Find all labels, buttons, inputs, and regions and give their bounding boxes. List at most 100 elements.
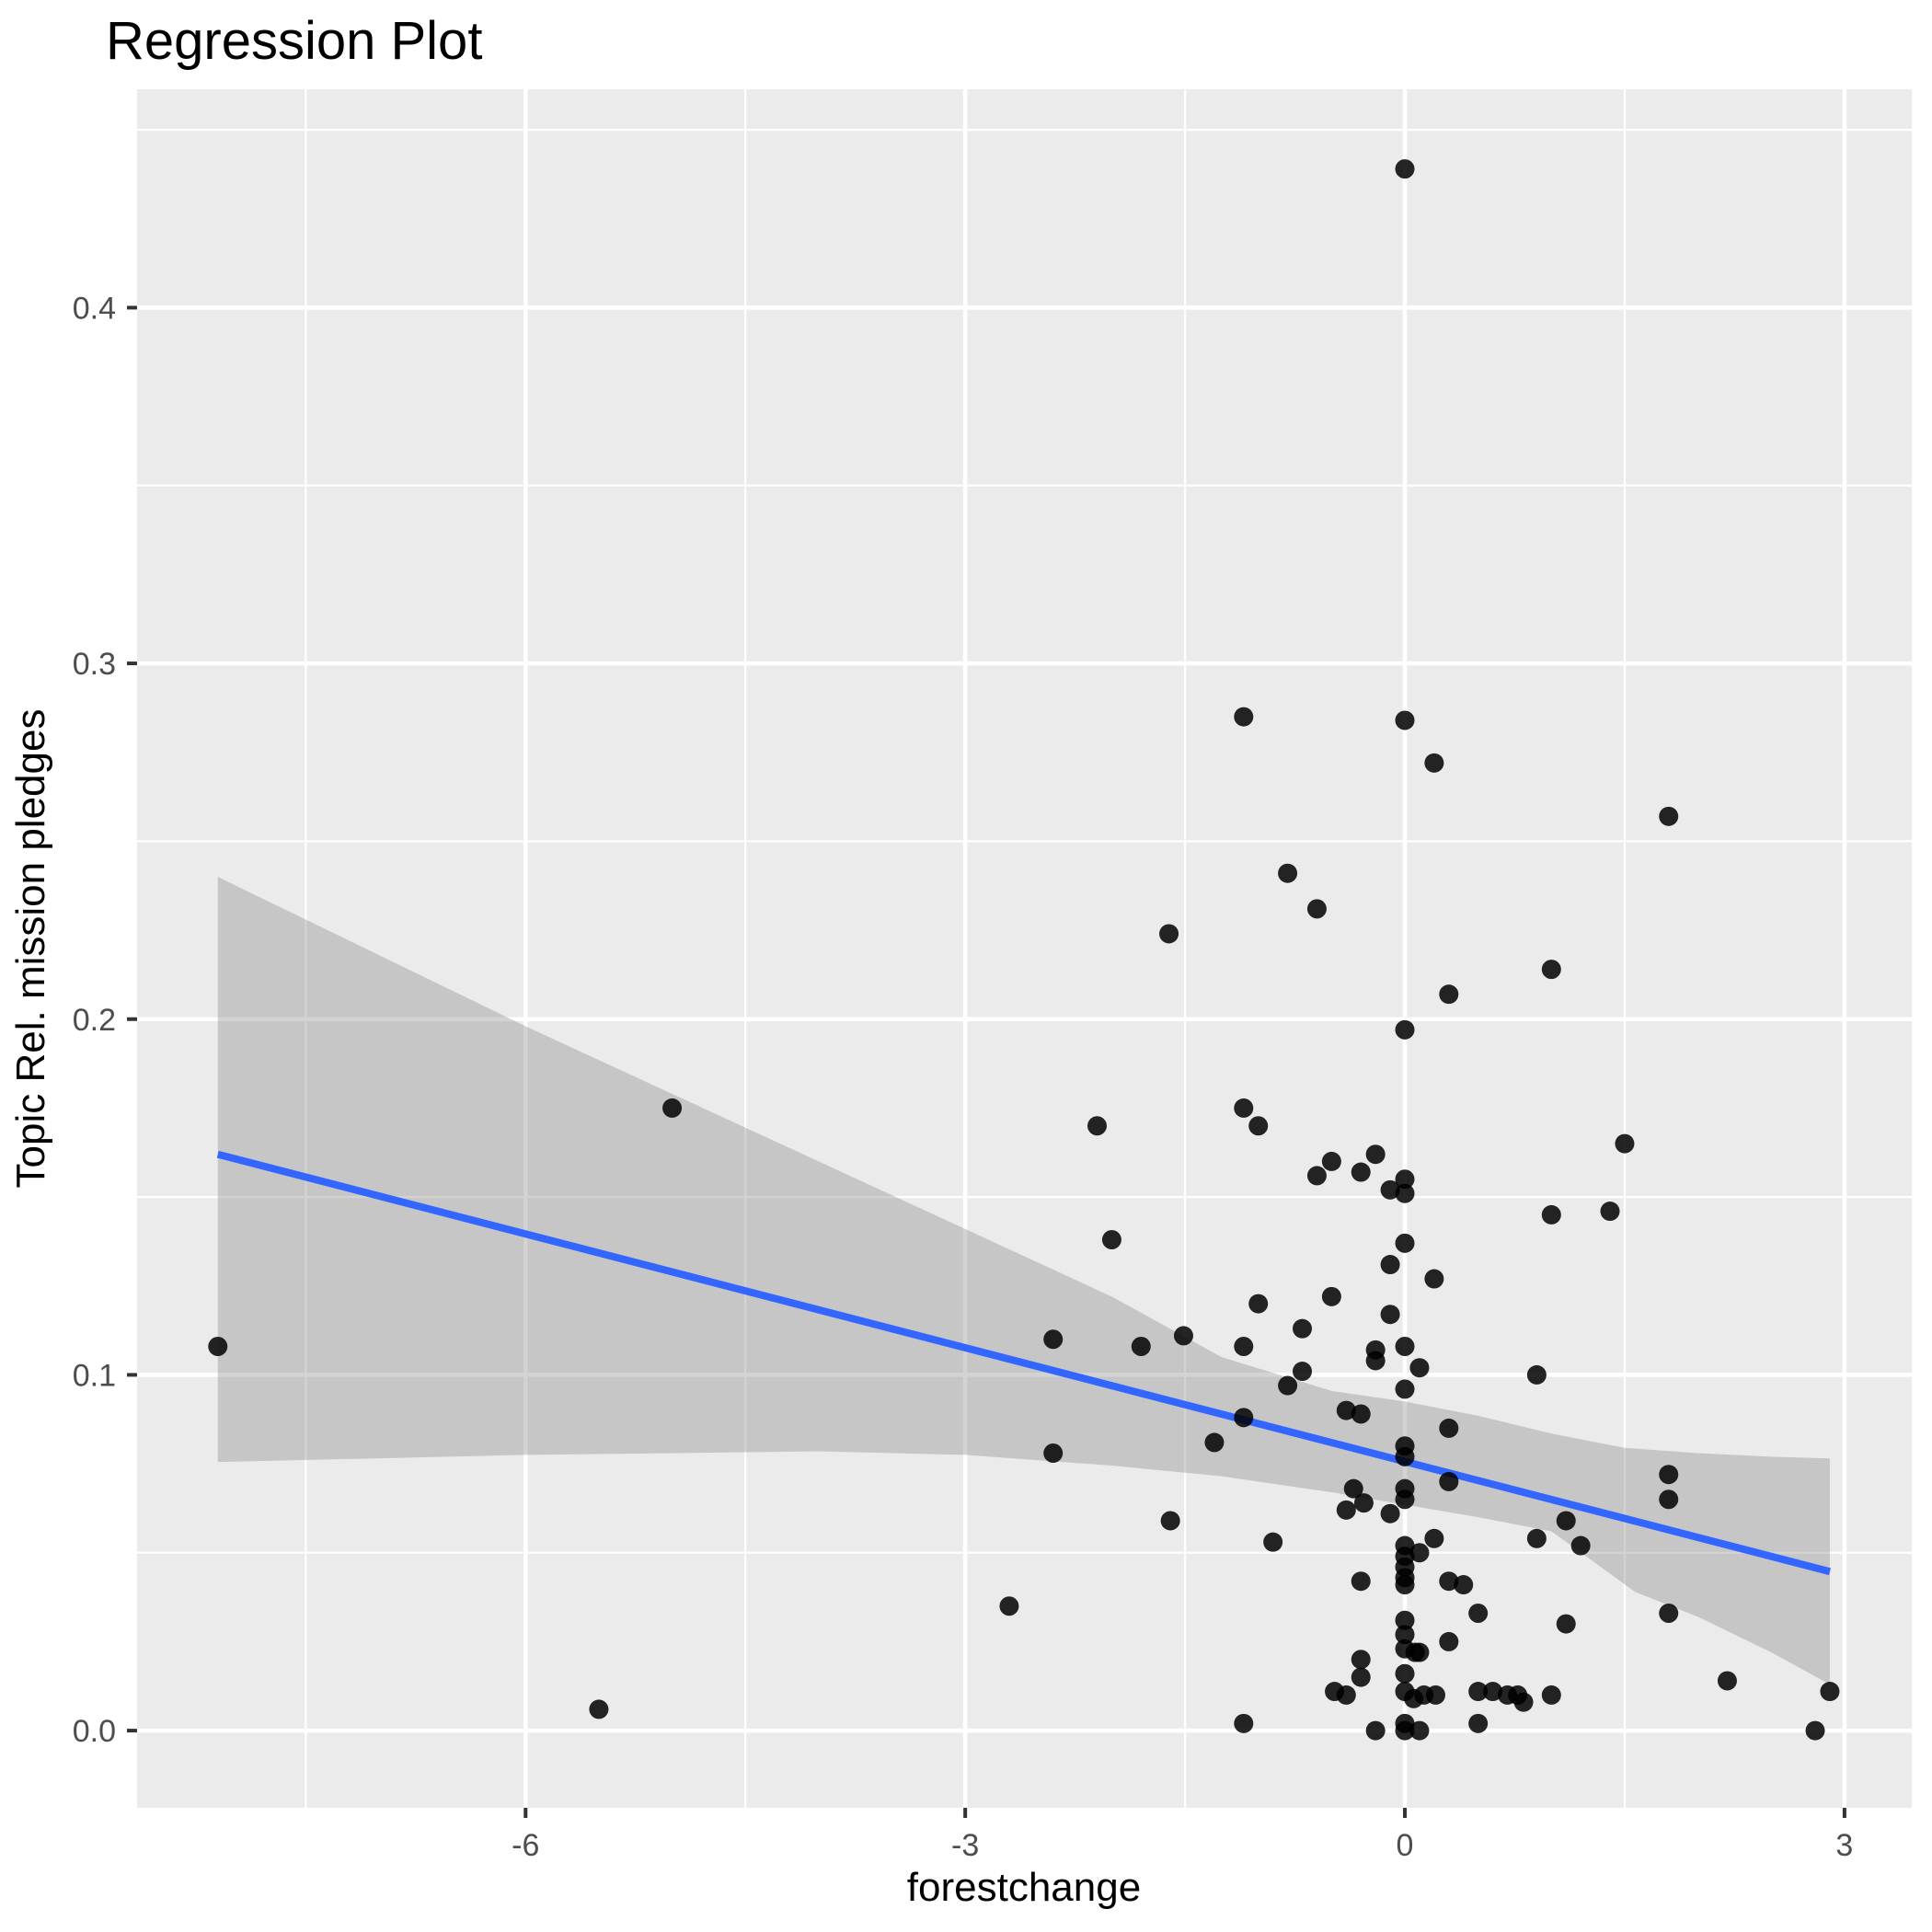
data-point xyxy=(1395,710,1415,730)
y-tick-label: 0.0 xyxy=(73,1714,116,1749)
data-point xyxy=(1395,1720,1415,1741)
data-point xyxy=(1365,1720,1386,1741)
y-axis-ticks xyxy=(127,305,137,1733)
data-point xyxy=(1351,1162,1371,1182)
data-point xyxy=(1439,1571,1459,1592)
data-point xyxy=(1395,1019,1415,1040)
x-tick-label: -6 xyxy=(512,1828,539,1863)
data-point xyxy=(1043,1443,1064,1463)
data-point xyxy=(1343,1478,1363,1499)
data-point xyxy=(1439,1418,1459,1438)
y-tick-label: 0.1 xyxy=(73,1358,116,1393)
data-point xyxy=(1600,1202,1620,1222)
data-point xyxy=(1278,863,1298,883)
data-point xyxy=(208,1336,228,1356)
data-point xyxy=(1131,1336,1151,1356)
confidence-band xyxy=(217,877,1830,1685)
data-point xyxy=(1395,1446,1415,1466)
data-point xyxy=(1483,1682,1503,1702)
data-point xyxy=(1293,1318,1313,1339)
data-point xyxy=(1556,1614,1576,1634)
data-point xyxy=(1087,1116,1108,1136)
data-point xyxy=(1468,1713,1489,1733)
data-point xyxy=(1353,1493,1374,1513)
gridlines-major xyxy=(137,89,1912,1808)
gridlines-minor xyxy=(137,89,1912,1808)
data-point xyxy=(1395,1663,1415,1684)
data-point xyxy=(1439,1631,1459,1651)
data-point xyxy=(1248,1294,1269,1314)
data-point xyxy=(1425,1685,1445,1705)
data-point xyxy=(1263,1532,1283,1552)
data-point xyxy=(1541,1204,1561,1225)
data-point xyxy=(589,1699,609,1719)
confidence-band-area xyxy=(217,877,1830,1685)
data-point xyxy=(1380,1179,1400,1200)
data-point xyxy=(1173,1326,1193,1346)
data-point xyxy=(1439,984,1459,1005)
data-point xyxy=(1321,1151,1341,1171)
data-point xyxy=(1395,1489,1415,1510)
data-point xyxy=(1659,806,1679,826)
x-axis-ticks xyxy=(523,1808,1846,1818)
data-point xyxy=(1160,1511,1180,1531)
data-point xyxy=(1454,1575,1474,1595)
data-point xyxy=(1306,1166,1327,1186)
data-point xyxy=(1395,1575,1415,1595)
data-point xyxy=(1395,1183,1415,1203)
data-point xyxy=(1234,707,1254,727)
y-tick-labels: 0.0 0.1 0.2 0.3 0.4 xyxy=(73,291,116,1749)
y-tick-label: 0.3 xyxy=(73,647,116,682)
data-point xyxy=(1395,1625,1415,1645)
data-point xyxy=(1556,1511,1576,1531)
data-point xyxy=(1439,1471,1459,1491)
y-axis-label: Topic Rel. mission pledges xyxy=(8,709,53,1189)
data-point xyxy=(1204,1432,1225,1453)
data-point xyxy=(1409,1543,1430,1563)
x-tick-label: -3 xyxy=(951,1828,979,1863)
data-point xyxy=(1468,1682,1489,1702)
data-point xyxy=(1234,1098,1254,1118)
data-point xyxy=(1293,1362,1313,1382)
data-point xyxy=(1409,1358,1430,1378)
data-point xyxy=(1380,1255,1400,1275)
data-point xyxy=(1513,1692,1534,1712)
data-point xyxy=(1234,1713,1254,1733)
data-point xyxy=(1424,753,1444,773)
data-point xyxy=(1336,1500,1356,1520)
y-tick-label: 0.4 xyxy=(73,291,116,326)
plot-title: Regression Plot xyxy=(106,11,482,71)
data-point xyxy=(1820,1682,1840,1702)
data-point xyxy=(1365,1144,1386,1165)
data-point xyxy=(1615,1133,1635,1154)
data-point xyxy=(1101,1229,1121,1249)
y-tick-label: 0.2 xyxy=(73,1003,116,1038)
data-point xyxy=(1424,1528,1444,1548)
data-point xyxy=(1365,1351,1386,1371)
data-point xyxy=(1409,1642,1430,1662)
scatter-points xyxy=(208,159,1840,1741)
data-point xyxy=(1336,1685,1356,1705)
data-point xyxy=(1351,1650,1371,1670)
data-point xyxy=(1395,159,1415,179)
data-point xyxy=(1409,1720,1430,1741)
data-point xyxy=(1468,1603,1489,1623)
data-point xyxy=(1351,1667,1371,1687)
data-point xyxy=(1234,1408,1254,1428)
data-point xyxy=(1526,1364,1547,1385)
data-point xyxy=(1234,1336,1254,1356)
data-point xyxy=(1395,1610,1415,1630)
data-point xyxy=(1351,1404,1371,1424)
x-tick-labels: -6 -3 0 3 xyxy=(512,1828,1853,1863)
data-point xyxy=(1541,1685,1561,1705)
data-point xyxy=(1395,1336,1415,1356)
regression-line-segment xyxy=(216,1150,1831,1576)
data-point xyxy=(999,1596,1019,1616)
data-point xyxy=(1159,924,1179,944)
data-point xyxy=(1248,1116,1269,1136)
data-point xyxy=(1380,1305,1400,1325)
data-point xyxy=(1321,1286,1341,1306)
data-point xyxy=(1043,1329,1064,1350)
